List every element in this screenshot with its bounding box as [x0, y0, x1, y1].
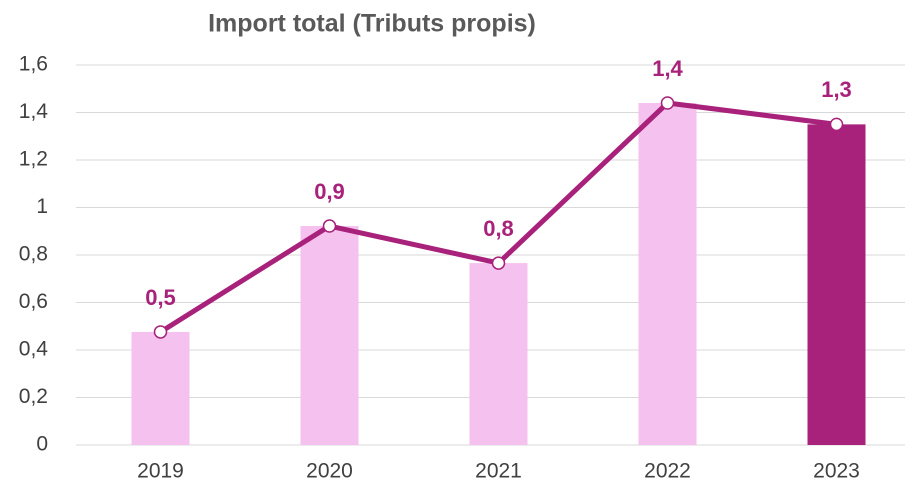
y-tick-label: 1,6 — [19, 53, 48, 76]
y-tick-label: 1,4 — [19, 100, 49, 123]
bar — [300, 226, 359, 445]
marker — [491, 256, 506, 270]
chart-title: Import total (Tributs propis) — [208, 10, 536, 38]
y-tick-label: 0,2 — [19, 385, 48, 408]
bar — [469, 263, 528, 445]
y-tick-label: 0,6 — [19, 290, 48, 313]
bar — [638, 103, 697, 445]
data-label: 0,9 — [314, 179, 345, 204]
x-tick-label: 2023 — [813, 460, 860, 483]
x-tick-label: 2021 — [475, 460, 522, 483]
data-label: 0,5 — [145, 285, 176, 310]
marker — [322, 219, 337, 233]
bar — [807, 124, 866, 445]
y-tick-label: 0,4 — [19, 338, 49, 361]
x-tick-label: 2020 — [306, 460, 353, 483]
data-label: 0,8 — [483, 216, 514, 241]
data-label: 1,3 — [821, 77, 852, 102]
bar — [131, 331, 190, 445]
marker — [660, 96, 675, 110]
y-tick-label: 1 — [36, 195, 48, 218]
y-tick-label: 0 — [36, 433, 48, 456]
y-tick-label: 0,8 — [19, 243, 48, 266]
y-tick-label: 1,2 — [19, 148, 48, 171]
x-tick-label: 2019 — [137, 460, 184, 483]
x-tick-label: 2022 — [644, 460, 691, 483]
marker — [829, 117, 844, 132]
data-label: 1,4 — [652, 56, 683, 81]
marker — [153, 325, 168, 339]
